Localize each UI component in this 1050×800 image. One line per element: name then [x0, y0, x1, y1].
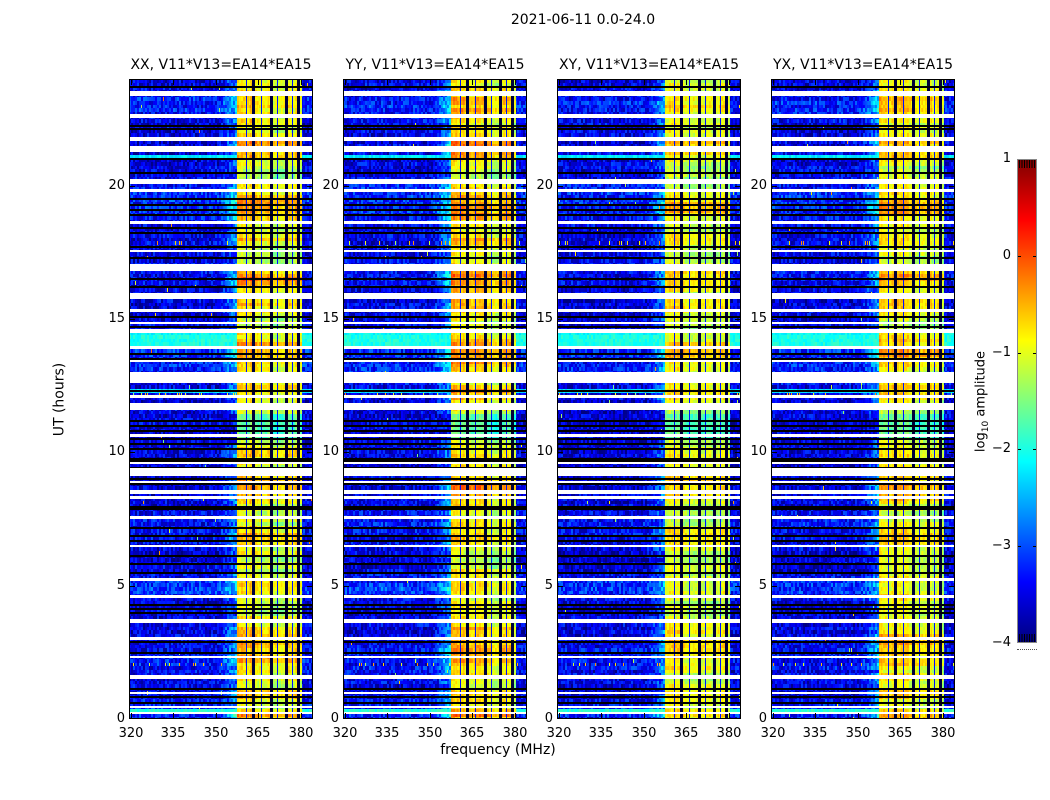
x-tick-label: 380 [288, 726, 314, 741]
y-tick-label: 0 [330, 711, 339, 726]
spectrogram-panel-yy [343, 79, 527, 719]
colorbar [1017, 159, 1037, 643]
x-tick-label: 380 [930, 726, 956, 741]
panel-title-xx: XX, V11*V13=EA14*EA15 [130, 57, 312, 73]
spectrogram-panel-xx [129, 79, 313, 719]
x-tick-label: 320 [760, 726, 786, 741]
y-tick-label: 10 [108, 444, 125, 459]
y-axis-label: UT (hours) [51, 362, 68, 437]
panel-title-yx: YX, V11*V13=EA14*EA15 [772, 57, 954, 73]
x-tick-label: 320 [332, 726, 358, 741]
x-tick-label: 350 [203, 726, 229, 741]
x-tick-label: 380 [716, 726, 742, 741]
colorbar-tick-label: −4 [991, 635, 1011, 650]
panel-title-yy: YY, V11*V13=EA14*EA15 [345, 57, 525, 73]
spectrogram-panel-yx [771, 79, 955, 719]
y-tick-label: 5 [758, 578, 767, 593]
colorbar-tick-label: −3 [991, 538, 1011, 553]
panel-title-xy: XY, V11*V13=EA14*EA15 [558, 57, 740, 73]
y-tick-label: 15 [108, 311, 125, 326]
x-tick-label: 335 [802, 726, 828, 741]
y-tick-label: 10 [536, 444, 553, 459]
x-tick-label: 335 [374, 726, 400, 741]
x-tick-label: 350 [845, 726, 871, 741]
x-tick-label: 365 [673, 726, 699, 741]
y-tick-label: 20 [322, 178, 339, 193]
y-tick-label: 5 [330, 578, 339, 593]
x-tick-label: 350 [417, 726, 443, 741]
x-tick-label: 335 [160, 726, 186, 741]
colorbar-tick-label: −1 [991, 345, 1011, 360]
y-tick-label: 5 [544, 578, 553, 593]
colorbar-tick-label: −2 [991, 441, 1011, 456]
y-tick-label: 20 [750, 178, 767, 193]
colorbar-tick-label: 1 [1002, 151, 1011, 166]
y-tick-label: 0 [116, 711, 125, 726]
x-tick-label: 365 [245, 726, 271, 741]
x-axis-label: frequency (MHz) [440, 742, 556, 758]
y-tick-label: 0 [544, 711, 553, 726]
colorbar-tick-label: 0 [1002, 248, 1011, 263]
x-tick-label: 365 [887, 726, 913, 741]
y-tick-label: 20 [536, 178, 553, 193]
y-tick-label: 5 [116, 578, 125, 593]
x-tick-label: 380 [502, 726, 528, 741]
figure-title: 2021-06-11 0.0-24.0 [510, 12, 656, 28]
spectrogram-panel-xy [557, 79, 741, 719]
y-tick-label: 20 [108, 178, 125, 193]
x-tick-label: 320 [546, 726, 572, 741]
y-tick-label: 10 [750, 444, 767, 459]
y-tick-label: 0 [758, 711, 767, 726]
x-tick-label: 335 [588, 726, 614, 741]
colorbar-extend-dots [1017, 646, 1037, 650]
x-tick-label: 365 [459, 726, 485, 741]
y-tick-label: 10 [322, 444, 339, 459]
y-tick-label: 15 [750, 311, 767, 326]
y-tick-label: 15 [322, 311, 339, 326]
x-tick-label: 350 [631, 726, 657, 741]
x-tick-label: 320 [118, 726, 144, 741]
y-tick-label: 15 [536, 311, 553, 326]
